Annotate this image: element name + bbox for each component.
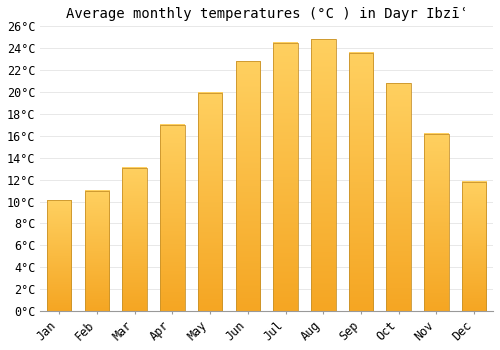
Bar (47, 201, 72, 311)
Bar (160, 125, 184, 311)
Bar (84, 191, 109, 311)
Bar (348, 52, 374, 311)
Bar (198, 93, 222, 311)
Bar (424, 134, 448, 311)
Bar (236, 61, 260, 311)
Bar (462, 182, 486, 311)
Title: Average monthly temperatures (°C ) in Dayr Ibzīʿ: Average monthly temperatures (°C ) in Da… (66, 7, 468, 21)
Bar (386, 83, 411, 311)
Bar (311, 40, 336, 311)
Bar (122, 168, 147, 311)
Bar (274, 43, 298, 311)
